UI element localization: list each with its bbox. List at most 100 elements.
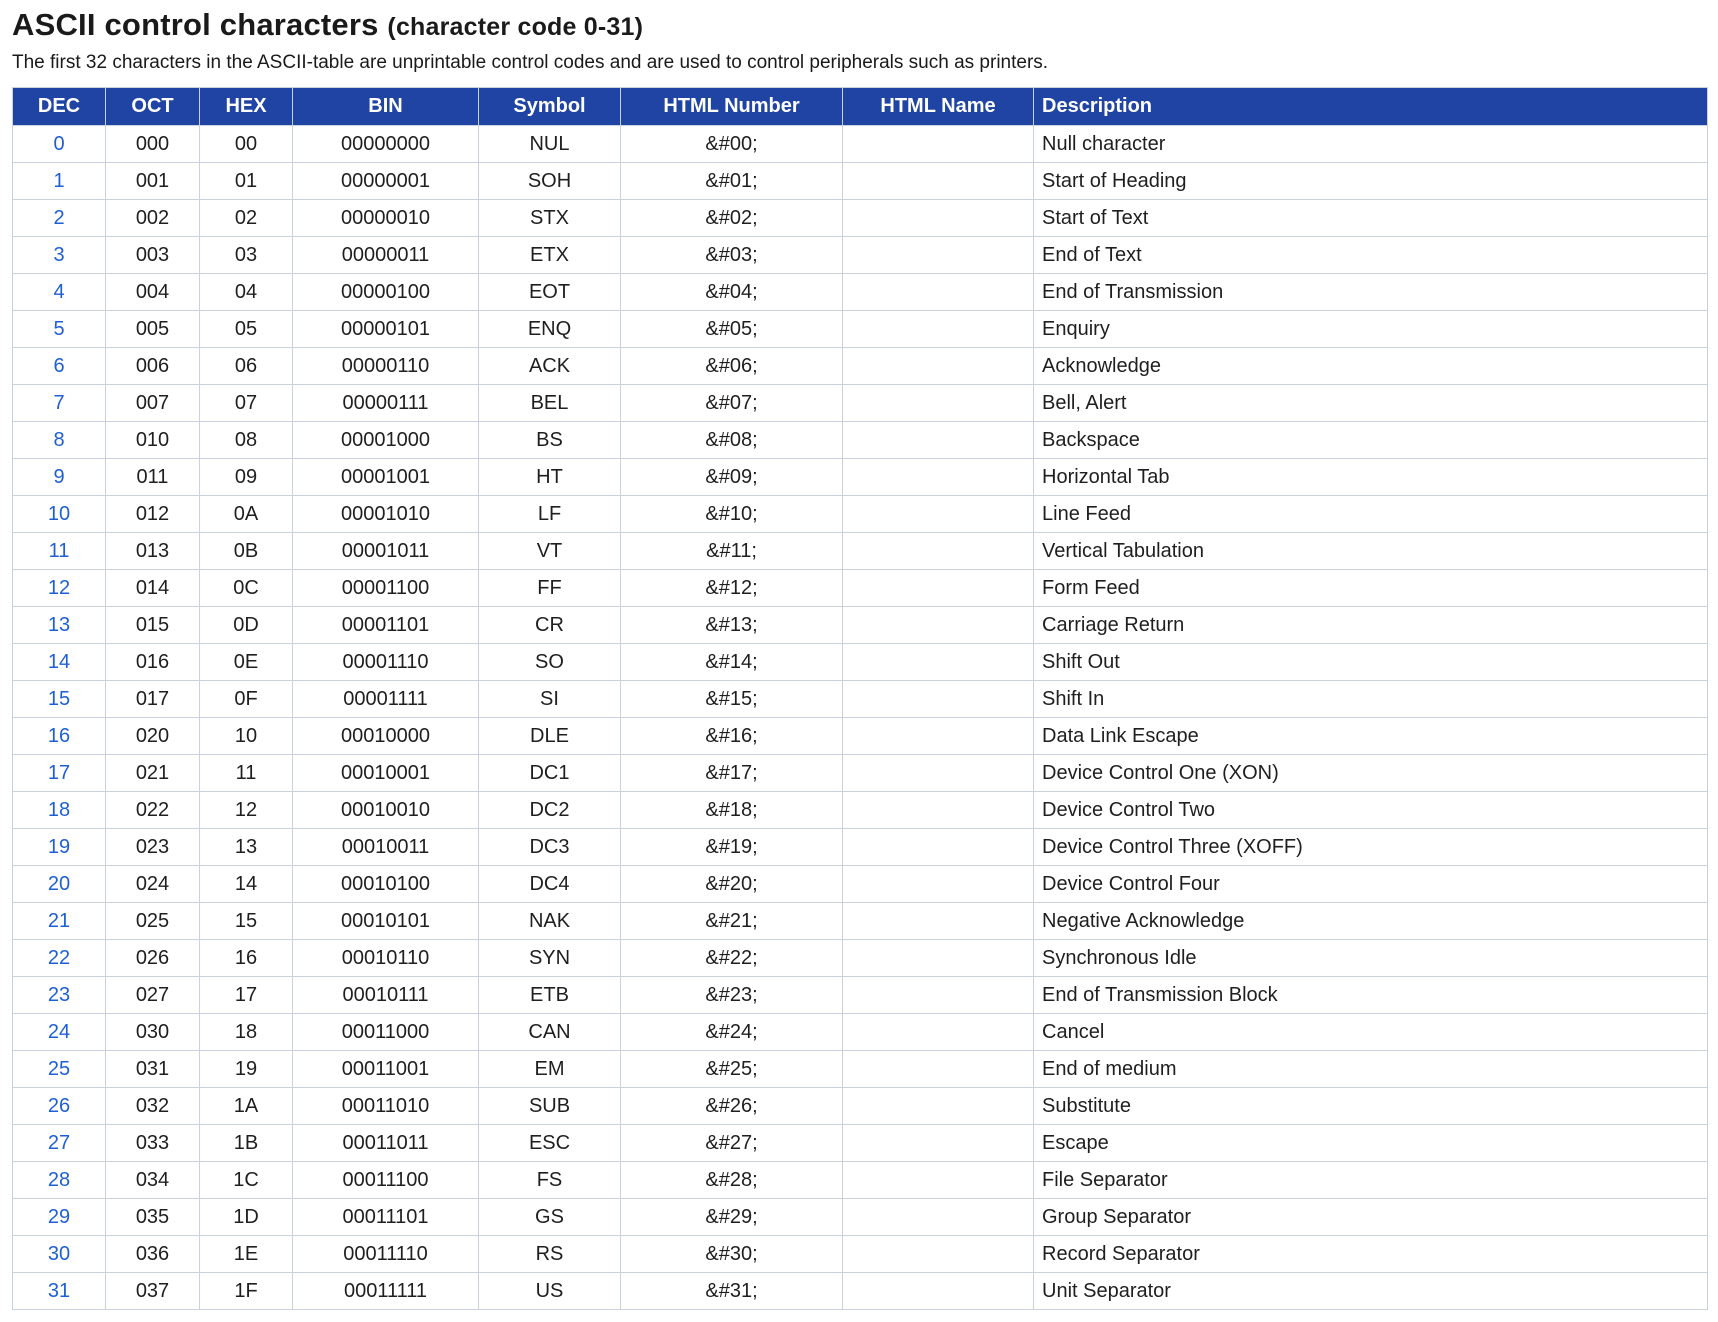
dec-link[interactable]: 17 — [47, 761, 71, 784]
dec-link[interactable]: 6 — [53, 354, 65, 377]
cell-description: Synchronous Idle — [1033, 939, 1708, 977]
cell-description: End of Transmission Block — [1033, 976, 1708, 1014]
dec-link[interactable]: 20 — [47, 872, 71, 895]
dec-link[interactable]: 30 — [47, 1242, 71, 1265]
dec-link[interactable]: 14 — [47, 650, 71, 673]
dec-link[interactable]: 19 — [47, 835, 71, 858]
dec-link[interactable]: 29 — [47, 1205, 71, 1228]
cell-symbol: DC3 — [478, 828, 621, 866]
cell-description: Carriage Return — [1033, 606, 1708, 644]
table-body: 0 000 00 00000000 NUL &#00; Null character 1 001… — [12, 125, 1708, 1310]
cell-symbol: RS — [478, 1235, 621, 1273]
dec-link[interactable]: 25 — [47, 1057, 71, 1080]
cell-html-number: &#19; — [620, 828, 843, 866]
cell-description: Record Separator — [1033, 1235, 1708, 1273]
cell-hex: 1C — [199, 1161, 293, 1199]
cell-html-name — [842, 717, 1034, 755]
cell-description: Null character — [1033, 125, 1708, 163]
dec-link[interactable]: 3 — [53, 243, 65, 266]
cell-symbol: STX — [478, 199, 621, 237]
cell-dec: 1 — [12, 162, 106, 200]
dec-link[interactable]: 18 — [47, 798, 71, 821]
table-row: 18 022 12 00010010 DC2 &#18; Device Control Tw… — [12, 791, 1708, 829]
cell-bin: 00011110 — [292, 1235, 479, 1273]
dec-link[interactable]: 22 — [47, 946, 71, 969]
dec-link[interactable]: 12 — [47, 576, 71, 599]
cell-bin: 00000110 — [292, 347, 479, 385]
table-row: 7 007 07 00000111 BEL &#07; Bell, Alert — [12, 384, 1708, 422]
dec-link[interactable]: 5 — [53, 317, 65, 340]
dec-link[interactable]: 23 — [47, 983, 71, 1006]
cell-bin: 00011100 — [292, 1161, 479, 1199]
cell-html-number: &#01; — [620, 162, 843, 200]
cell-hex: 19 — [199, 1050, 293, 1088]
cell-hex: 1A — [199, 1087, 293, 1125]
table-row: 12 014 0C 00001100 FF &#12; Form Feed — [12, 569, 1708, 607]
cell-html-name — [842, 125, 1034, 163]
cell-html-number: &#28; — [620, 1161, 843, 1199]
dec-link[interactable]: 8 — [53, 428, 65, 451]
dec-link[interactable]: 31 — [47, 1279, 71, 1302]
cell-symbol: ETX — [478, 236, 621, 274]
page: ASCII control characters (character code… — [12, 0, 1708, 1310]
dec-link[interactable]: 4 — [53, 280, 65, 303]
cell-dec: 20 — [12, 865, 106, 903]
cell-html-name — [842, 1050, 1034, 1088]
dec-link[interactable]: 16 — [47, 724, 71, 747]
cell-bin: 00010010 — [292, 791, 479, 829]
cell-html-name — [842, 495, 1034, 533]
table-row: 8 010 08 00001000 BS &#08; Backspace — [12, 421, 1708, 459]
cell-dec: 3 — [12, 236, 106, 274]
cell-html-number: &#30; — [620, 1235, 843, 1273]
dec-link[interactable]: 21 — [47, 909, 71, 932]
dec-link[interactable]: 26 — [47, 1094, 71, 1117]
dec-link[interactable]: 28 — [47, 1168, 71, 1191]
cell-oct: 017 — [105, 680, 200, 718]
dec-link[interactable]: 13 — [47, 613, 71, 636]
cell-html-number: &#29; — [620, 1198, 843, 1236]
dec-link[interactable]: 11 — [48, 539, 70, 562]
cell-oct: 030 — [105, 1013, 200, 1051]
dec-link[interactable]: 10 — [47, 502, 71, 525]
dec-link[interactable]: 24 — [47, 1020, 71, 1043]
column-header-html-number: HTML Number — [620, 87, 843, 126]
cell-html-name — [842, 1272, 1034, 1310]
cell-description: Cancel — [1033, 1013, 1708, 1051]
dec-link[interactable]: 15 — [47, 687, 71, 710]
cell-dec: 9 — [12, 458, 106, 496]
cell-html-name — [842, 569, 1034, 607]
cell-dec: 12 — [12, 569, 106, 607]
dec-link[interactable]: 0 — [53, 132, 65, 155]
cell-symbol: VT — [478, 532, 621, 570]
cell-html-name — [842, 347, 1034, 385]
table-row: 3 003 03 00000011 ETX &#03; End of Text — [12, 236, 1708, 274]
cell-description: Device Control One (XON) — [1033, 754, 1708, 792]
intro-text: The first 32 characters in the ASCII-tab… — [12, 52, 1049, 73]
table-row: 31 037 1F 00011111 US &#31; Unit Separator — [12, 1272, 1708, 1310]
dec-link[interactable]: 27 — [47, 1131, 71, 1154]
cell-oct: 011 — [105, 458, 200, 496]
cell-dec: 13 — [12, 606, 106, 644]
cell-symbol: BEL — [478, 384, 621, 422]
cell-symbol: SYN — [478, 939, 621, 977]
dec-link[interactable]: 2 — [53, 206, 65, 229]
dec-link[interactable]: 9 — [53, 465, 65, 488]
cell-description: File Separator — [1033, 1161, 1708, 1199]
cell-html-name — [842, 236, 1034, 274]
dec-link[interactable]: 7 — [53, 391, 65, 414]
cell-dec: 23 — [12, 976, 106, 1014]
cell-html-name — [842, 680, 1034, 718]
cell-oct: 014 — [105, 569, 200, 607]
cell-description: Device Control Two — [1033, 791, 1708, 829]
cell-oct: 000 — [105, 125, 200, 163]
dec-link[interactable]: 1 — [53, 169, 65, 192]
cell-hex: 14 — [199, 865, 293, 903]
table-row: 13 015 0D 00001101 CR &#13; Carriage Return — [12, 606, 1708, 644]
cell-description: Backspace — [1033, 421, 1708, 459]
table-row: 0 000 00 00000000 NUL &#00; Null character — [12, 125, 1708, 163]
cell-hex: 18 — [199, 1013, 293, 1051]
cell-hex: 00 — [199, 125, 293, 163]
table-row: 29 035 1D 00011101 GS &#29; Group Separator — [12, 1198, 1708, 1236]
cell-html-number: &#06; — [620, 347, 843, 385]
cell-symbol: SI — [478, 680, 621, 718]
